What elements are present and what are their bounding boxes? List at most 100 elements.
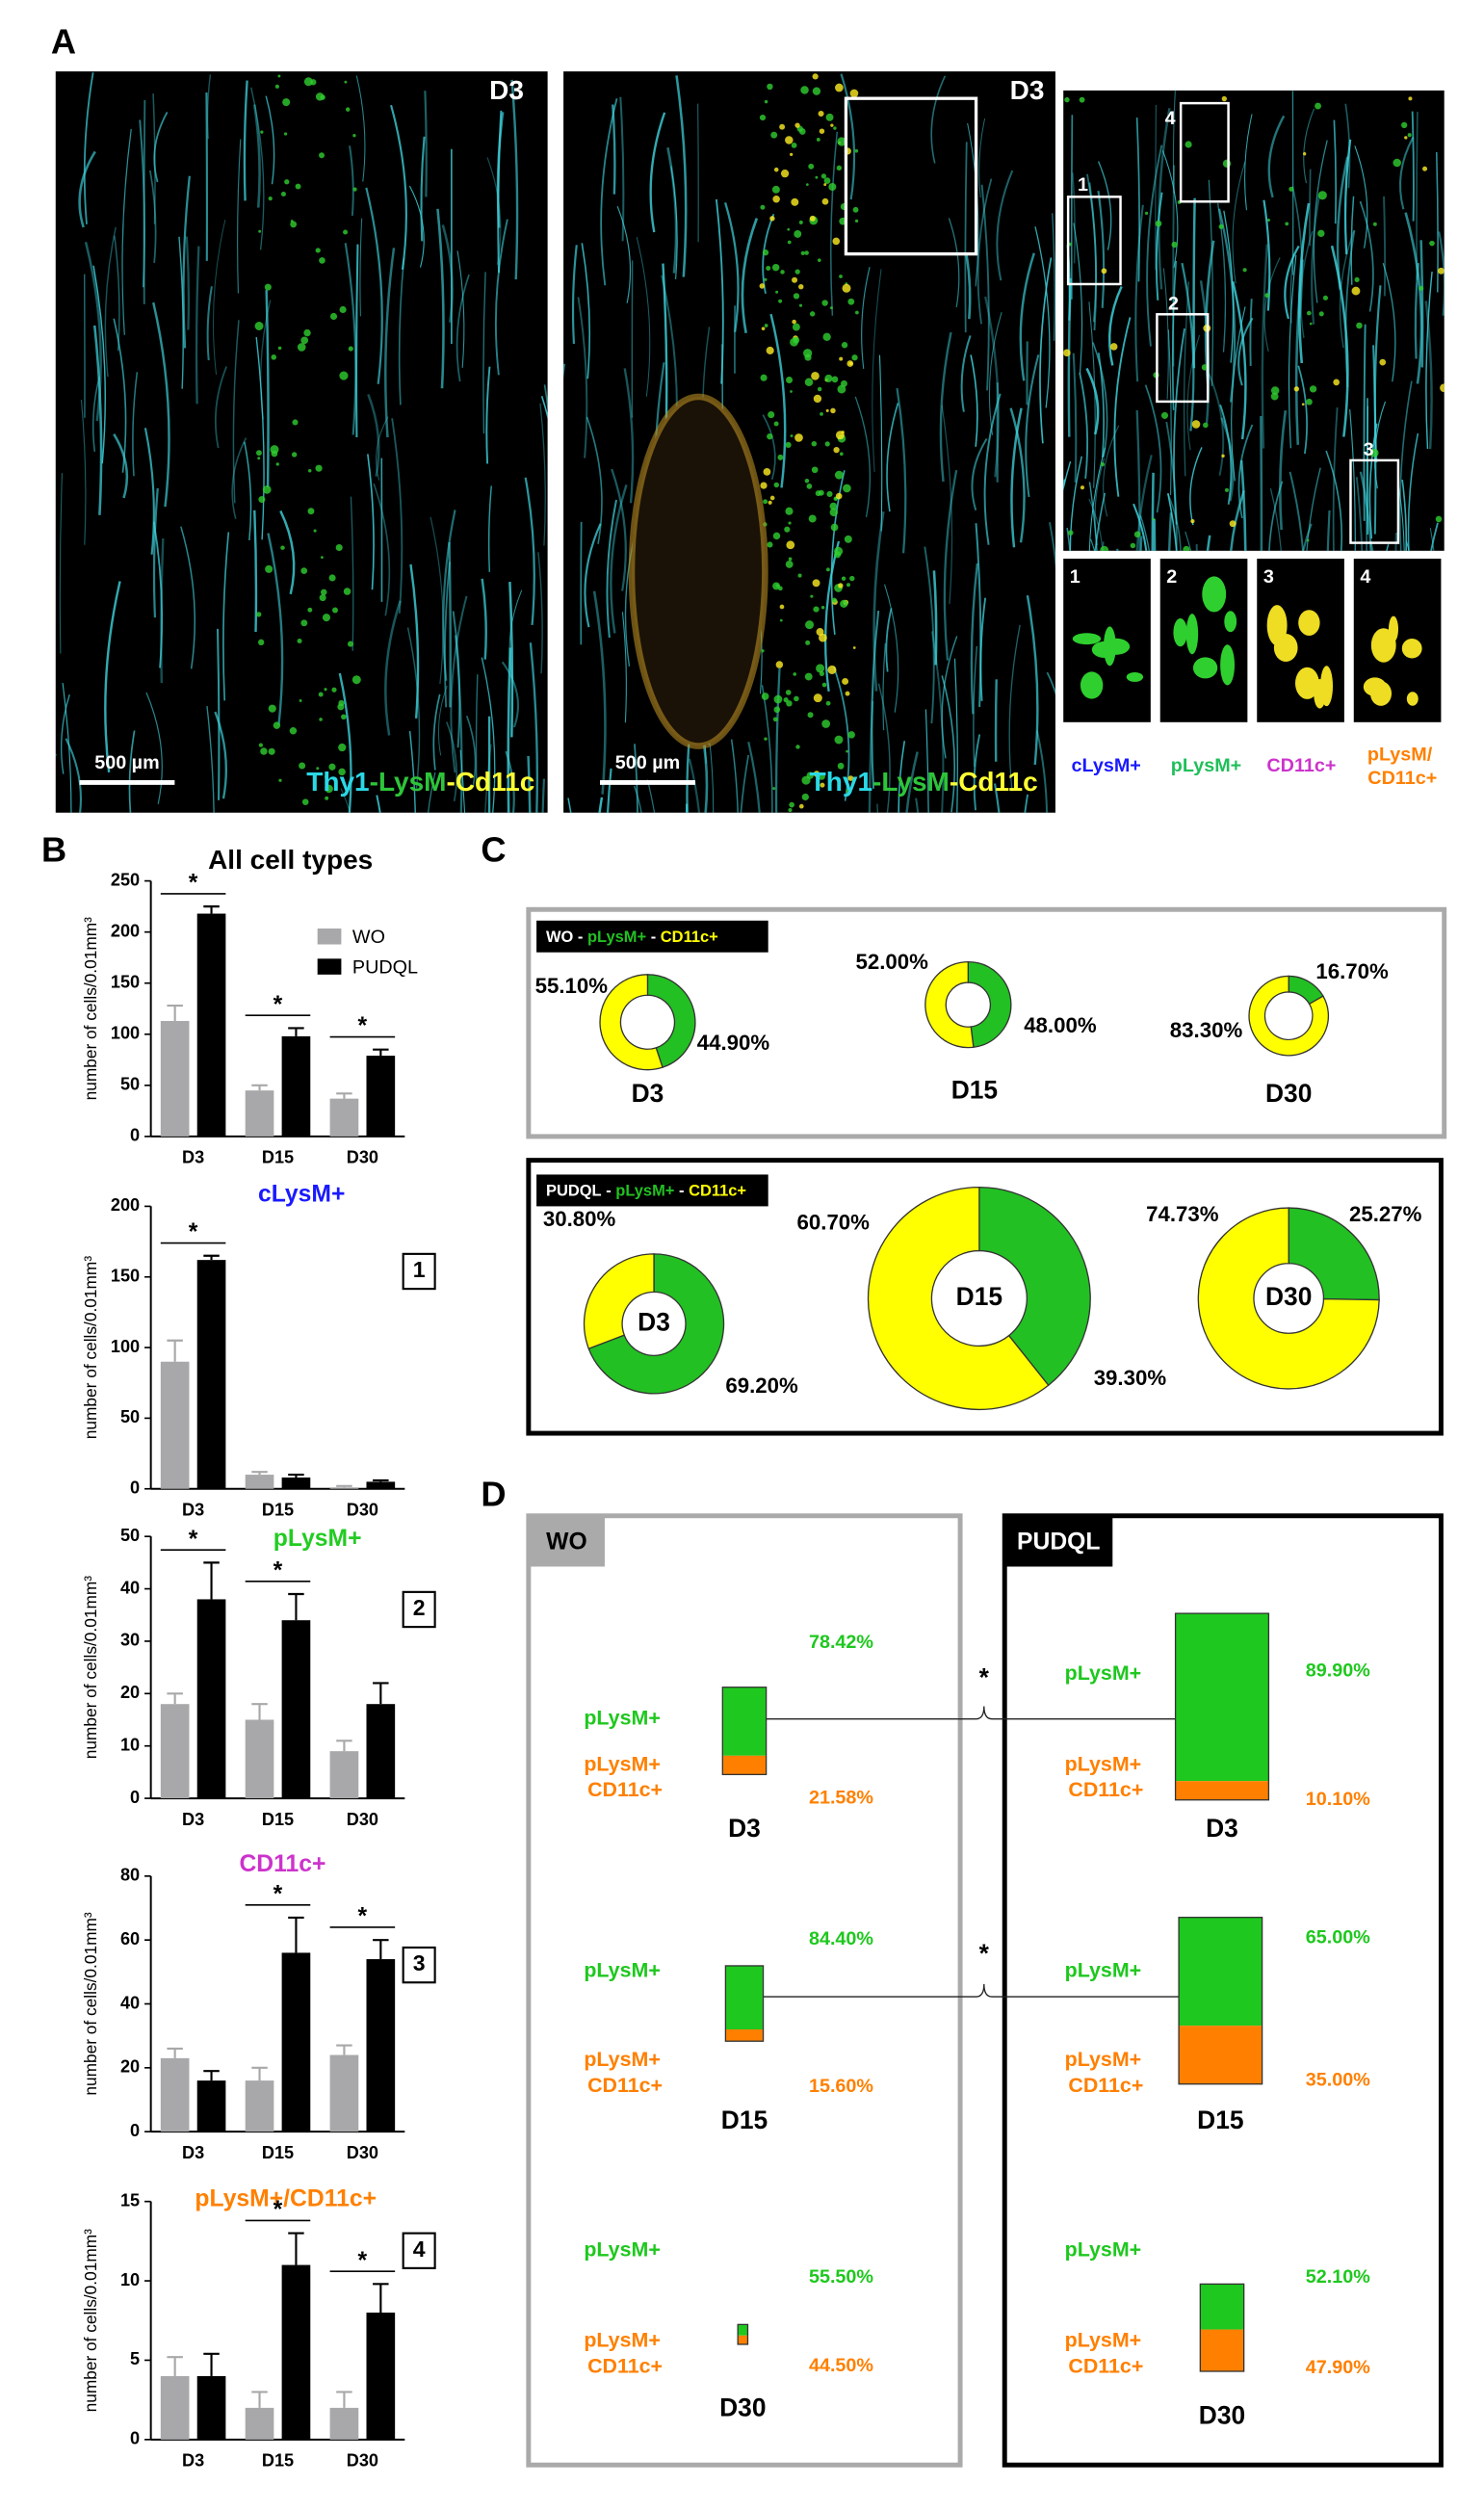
fiber bbox=[152, 301, 170, 508]
fiber bbox=[964, 142, 968, 333]
cell bbox=[1306, 398, 1313, 405]
cell bbox=[1101, 268, 1107, 275]
fiber bbox=[1173, 327, 1185, 525]
cell bbox=[329, 312, 338, 321]
cell bbox=[854, 148, 859, 153]
roi bbox=[1066, 196, 1122, 286]
cell bbox=[809, 311, 816, 317]
value-label: 44.50% bbox=[809, 2355, 873, 2376]
micrograph bbox=[55, 71, 548, 813]
wo-box bbox=[526, 906, 1447, 1139]
cell bbox=[812, 73, 819, 80]
significance: * bbox=[358, 1013, 368, 1039]
fiber bbox=[541, 778, 546, 813]
cell bbox=[794, 695, 799, 702]
legend-swatch bbox=[317, 929, 342, 945]
fiber bbox=[1103, 425, 1120, 517]
fiber bbox=[996, 170, 1014, 281]
donut-segment bbox=[867, 1186, 1050, 1410]
fiber bbox=[1192, 197, 1196, 369]
fiber bbox=[1134, 204, 1144, 382]
fiber bbox=[114, 235, 120, 352]
fiber bbox=[1181, 699, 1196, 877]
cell bbox=[289, 727, 298, 735]
fiber bbox=[384, 248, 396, 438]
fiber bbox=[885, 608, 893, 672]
fiber bbox=[80, 399, 87, 545]
fiber bbox=[1113, 317, 1132, 497]
fiber bbox=[930, 75, 947, 164]
fiber bbox=[145, 692, 163, 804]
cell bbox=[798, 803, 804, 809]
fiber bbox=[988, 312, 1002, 435]
bar-outline bbox=[724, 1965, 765, 2042]
fiber bbox=[367, 394, 380, 477]
fiber bbox=[1268, 481, 1284, 551]
fiber bbox=[255, 336, 265, 540]
fiber bbox=[1382, 263, 1396, 382]
fiber bbox=[1237, 317, 1254, 386]
cell bbox=[830, 407, 836, 414]
fiber bbox=[1300, 230, 1314, 338]
cell bbox=[1171, 241, 1178, 248]
fiber bbox=[1066, 527, 1071, 551]
cell bbox=[811, 466, 819, 474]
series-label: pLysM+ CD11c+ bbox=[582, 2048, 663, 2097]
fiber bbox=[960, 335, 972, 412]
cell bbox=[307, 469, 312, 473]
fiber bbox=[1173, 718, 1178, 888]
value-label: 84.40% bbox=[809, 1928, 873, 1949]
fiber bbox=[62, 683, 72, 813]
fiber bbox=[1086, 722, 1099, 923]
fiber bbox=[1063, 460, 1072, 492]
fiber bbox=[1088, 301, 1096, 488]
fiber bbox=[724, 201, 740, 332]
cell bbox=[798, 220, 803, 224]
cell bbox=[842, 283, 851, 293]
fiber bbox=[1189, 447, 1203, 526]
fiber bbox=[1260, 415, 1263, 551]
significance: * bbox=[273, 992, 283, 1018]
cell bbox=[764, 737, 768, 741]
cell bbox=[835, 492, 843, 500]
cell bbox=[262, 484, 272, 494]
y-tick-label: 100 bbox=[111, 1024, 140, 1043]
cell bbox=[761, 649, 765, 653]
bar bbox=[366, 1481, 396, 1489]
y-tick-label: 200 bbox=[111, 921, 140, 940]
cell bbox=[852, 646, 856, 649]
fiber bbox=[606, 499, 618, 639]
cell bbox=[851, 354, 858, 361]
cell bbox=[790, 152, 794, 156]
fiber bbox=[139, 119, 145, 288]
value-label: 48.00% bbox=[1024, 1013, 1097, 1037]
fiber bbox=[1187, 701, 1189, 902]
cell bbox=[1229, 520, 1237, 528]
fiber bbox=[243, 80, 248, 201]
fiber bbox=[1401, 479, 1408, 551]
fiber bbox=[840, 73, 856, 200]
cell bbox=[1079, 96, 1085, 103]
fiber bbox=[1069, 456, 1082, 551]
cell bbox=[825, 408, 829, 412]
bar-title: D3 bbox=[1206, 1814, 1238, 1843]
fiber bbox=[475, 674, 479, 784]
fiber bbox=[452, 611, 461, 748]
x-tick-label: D3 bbox=[182, 1810, 204, 1829]
fiber bbox=[1332, 406, 1339, 551]
bar-title: D15 bbox=[1197, 2106, 1243, 2134]
cell bbox=[331, 687, 337, 693]
donut-segment bbox=[646, 974, 696, 1069]
fiber bbox=[1088, 182, 1098, 330]
fiber bbox=[1185, 531, 1192, 551]
x-tick-label: D15 bbox=[262, 2451, 294, 2471]
y-axis-label: number of cells/0.01mm³ bbox=[81, 1256, 100, 1440]
cell bbox=[297, 343, 306, 352]
cell bbox=[805, 183, 809, 187]
fiber bbox=[1217, 202, 1227, 353]
cell bbox=[347, 641, 353, 647]
fiber bbox=[1208, 179, 1214, 386]
fiber bbox=[1206, 711, 1208, 883]
cell bbox=[819, 633, 827, 642]
value-label: 52.00% bbox=[856, 950, 929, 974]
